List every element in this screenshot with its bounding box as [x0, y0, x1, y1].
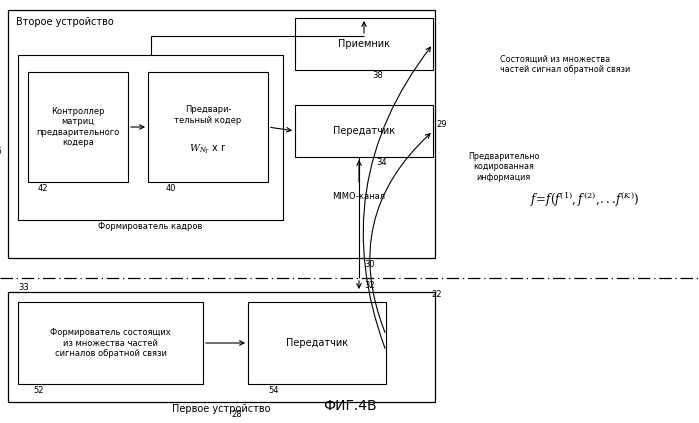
Bar	[8, 10, 435, 258]
Text: MIMO-канал: MIMO-канал	[333, 192, 386, 201]
Text: Передатчик: Передатчик	[333, 126, 395, 136]
Bar	[18, 302, 203, 384]
Text: Передатчик: Передатчик	[286, 338, 348, 348]
Bar	[295, 18, 433, 70]
Text: 34: 34	[376, 158, 387, 167]
Bar	[28, 72, 128, 182]
Bar	[248, 302, 386, 384]
Text: Контроллер
матриц
предварительного
кодера: Контроллер матриц предварительного кодер…	[36, 107, 120, 147]
Text: Приемник: Приемник	[338, 39, 390, 49]
FancyArrowPatch shape	[370, 134, 430, 332]
Bar	[18, 55, 283, 220]
Text: 30: 30	[364, 260, 375, 269]
Text: $W_{N_T}$ x r: $W_{N_T}$ x r	[189, 142, 226, 156]
Text: $f\!=\!f(f^{(1)},f^{(2)},\!...\!f^{(K)})$: $f\!=\!f(f^{(1)},f^{(2)},\!...\!f^{(K)})…	[530, 190, 640, 209]
Text: Формирователь состоящих
из множества частей
сигналов обратной связи: Формирователь состоящих из множества час…	[50, 328, 171, 358]
Text: Предвари-
тельный кодер: Предвари- тельный кодер	[174, 105, 242, 125]
Text: 54: 54	[268, 386, 278, 395]
Text: 33: 33	[18, 283, 29, 292]
Bar	[8, 292, 435, 402]
Text: Предварительно
кодированная
информация: Предварительно кодированная информация	[468, 152, 540, 182]
Text: 42: 42	[38, 184, 48, 193]
FancyArrowPatch shape	[363, 47, 431, 349]
Text: Второе устройство: Второе устройство	[16, 17, 114, 27]
Text: 29: 29	[436, 120, 447, 129]
Text: Первое устройство: Первое устройство	[172, 404, 271, 414]
Text: 38: 38	[372, 71, 383, 80]
Bar	[295, 105, 433, 157]
Text: Состоящий из множества
частей сигнал обратной связи: Состоящий из множества частей сигнал обр…	[500, 55, 630, 74]
Text: 36: 36	[0, 148, 2, 157]
Text: ФИГ.4В: ФИГ.4В	[323, 399, 377, 413]
Text: 22: 22	[431, 290, 442, 299]
Text: 40: 40	[166, 184, 177, 193]
Text: Формирователь кадров: Формирователь кадров	[99, 222, 203, 231]
Text: 32: 32	[364, 281, 375, 290]
Bar	[148, 72, 268, 182]
Text: 28: 28	[231, 410, 242, 419]
Text: 52: 52	[33, 386, 43, 395]
